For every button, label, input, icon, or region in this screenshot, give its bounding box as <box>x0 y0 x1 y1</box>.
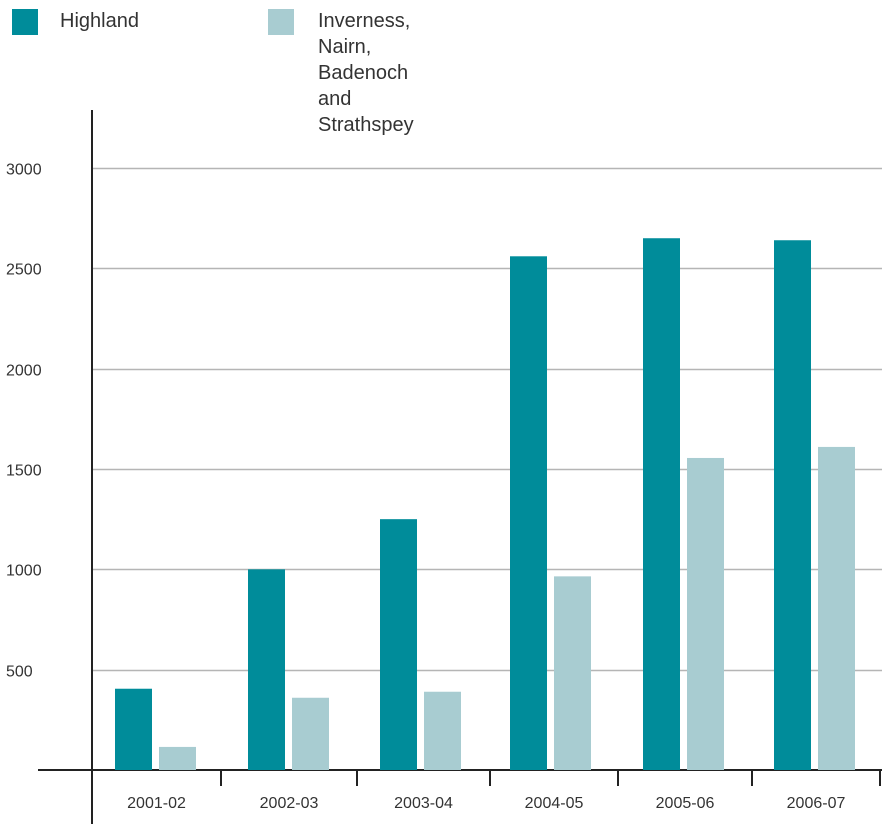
bar-inverness-2005-06 <box>687 457 724 770</box>
legend-swatch-highland <box>12 9 38 35</box>
bar-inverness-2004-05 <box>554 576 591 770</box>
bar-highland-2006-07 <box>774 240 811 771</box>
legend-swatch-inverness <box>268 9 294 35</box>
y-tick-label-3000: 3000 <box>6 162 42 179</box>
bar-highland-2004-05 <box>510 256 547 770</box>
bar-highland-2003-04 <box>380 519 417 770</box>
y-tick-label-1500: 1500 <box>6 463 42 480</box>
y-tick-label-2500: 2500 <box>6 262 42 279</box>
legend-label-inverness: Inverness, Nairn, Badenoch and Strathspe… <box>318 10 414 136</box>
bar-inverness-2006-07 <box>818 446 855 770</box>
bar-inverness-2001-02 <box>159 746 196 770</box>
y-tick-label-500: 500 <box>6 664 33 681</box>
bar-inverness-2003-04 <box>424 691 461 770</box>
x-tick-label-2006-07: 2006-07 <box>787 795 846 812</box>
y-tick-label-1000: 1000 <box>6 563 42 580</box>
x-tick-label-2004-05: 2004-05 <box>525 795 584 812</box>
x-tick-label-2005-06: 2005-06 <box>656 795 715 812</box>
bar-highland-2001-02 <box>115 688 152 770</box>
y-tick-label-2000: 2000 <box>6 363 42 380</box>
bar-highland-2005-06 <box>643 238 680 770</box>
x-tick-label-2001-02: 2001-02 <box>127 795 186 812</box>
x-tick-label-2002-03: 2002-03 <box>260 795 319 812</box>
bar-inverness-2002-03 <box>292 697 329 770</box>
legend-label-highland: Highland <box>60 10 139 32</box>
bar-highland-2002-03 <box>248 569 285 770</box>
x-tick-label-2003-04: 2003-04 <box>394 795 453 812</box>
chart-legend: Highland Inverness, Nairn, Badenoch and … <box>0 0 882 136</box>
